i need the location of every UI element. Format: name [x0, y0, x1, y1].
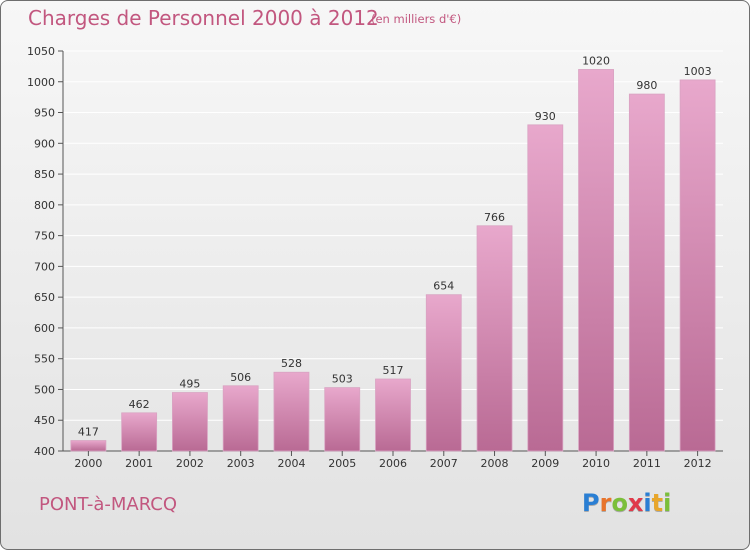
bar: [375, 378, 411, 452]
y-tick-label: 950: [34, 107, 55, 120]
bar: [476, 225, 513, 452]
x-tick-label: 2012: [684, 457, 712, 470]
logo-letter: i: [643, 489, 652, 517]
bar: [172, 392, 208, 452]
unit-note: (en milliers d'€): [371, 12, 462, 26]
x-tick-label: 2003: [227, 457, 255, 470]
y-tick-label: 450: [34, 414, 55, 427]
x-tick-label: 2008: [481, 457, 509, 470]
x-tick-label: 2002: [176, 457, 204, 470]
data-label: 930: [535, 110, 556, 123]
logo-letter: t: [651, 489, 664, 517]
y-tick-label: 400: [34, 445, 55, 458]
y-tick-label: 850: [34, 168, 55, 181]
y-tick-label: 650: [34, 291, 55, 304]
data-label: 506: [230, 371, 251, 384]
logo-letter: x: [627, 489, 644, 517]
y-tick-label: 750: [34, 230, 55, 243]
x-tick-label: 2004: [277, 457, 305, 470]
bar: [70, 440, 107, 452]
x-tick-label: 2001: [125, 457, 153, 470]
data-label: 462: [129, 398, 150, 411]
y-tick-label: 1050: [27, 45, 55, 58]
data-label: 528: [281, 357, 302, 370]
y-tick-label: 550: [34, 353, 55, 366]
data-label: 766: [484, 211, 505, 224]
chart-title: Charges de Personnel 2000 à 2012: [28, 6, 379, 30]
bar: [273, 371, 310, 452]
data-label: 1003: [684, 65, 712, 78]
bar: [121, 412, 158, 452]
data-label: 654: [433, 280, 454, 293]
data-label: 980: [636, 79, 657, 92]
x-tick-label: 2006: [379, 457, 407, 470]
data-label: 503: [332, 373, 353, 386]
bar: [628, 93, 665, 452]
data-label: 495: [179, 378, 200, 391]
y-tick-label: 500: [34, 383, 55, 396]
bar: [679, 79, 716, 452]
bar: [527, 124, 564, 452]
x-tick-label: 2007: [430, 457, 458, 470]
y-tick-label: 1000: [27, 76, 55, 89]
y-tick-label: 800: [34, 199, 55, 212]
commune-name: PONT-à-MARCQ: [39, 494, 178, 515]
proxiti-logo: Proxiti: [582, 489, 671, 517]
logo-letter: i: [663, 489, 672, 517]
bar: [578, 69, 614, 452]
data-label: 517: [383, 364, 404, 377]
data-label: 417: [78, 426, 99, 439]
logo-letter: o: [611, 489, 628, 517]
x-tick-label: 2010: [582, 457, 610, 470]
x-tick-label: 2005: [328, 457, 356, 470]
y-tick-label: 700: [34, 260, 55, 273]
y-tick-label: 600: [34, 322, 55, 335]
data-label: 1020: [582, 54, 610, 67]
logo-letter: P: [582, 489, 600, 517]
x-tick-label: 2011: [633, 457, 661, 470]
logo-letter: r: [599, 489, 612, 517]
x-tick-label: 2000: [74, 457, 102, 470]
bar: [425, 294, 462, 452]
bar: [324, 387, 361, 452]
y-tick-label: 900: [34, 137, 55, 150]
x-tick-label: 2009: [531, 457, 559, 470]
bar: [222, 385, 259, 452]
